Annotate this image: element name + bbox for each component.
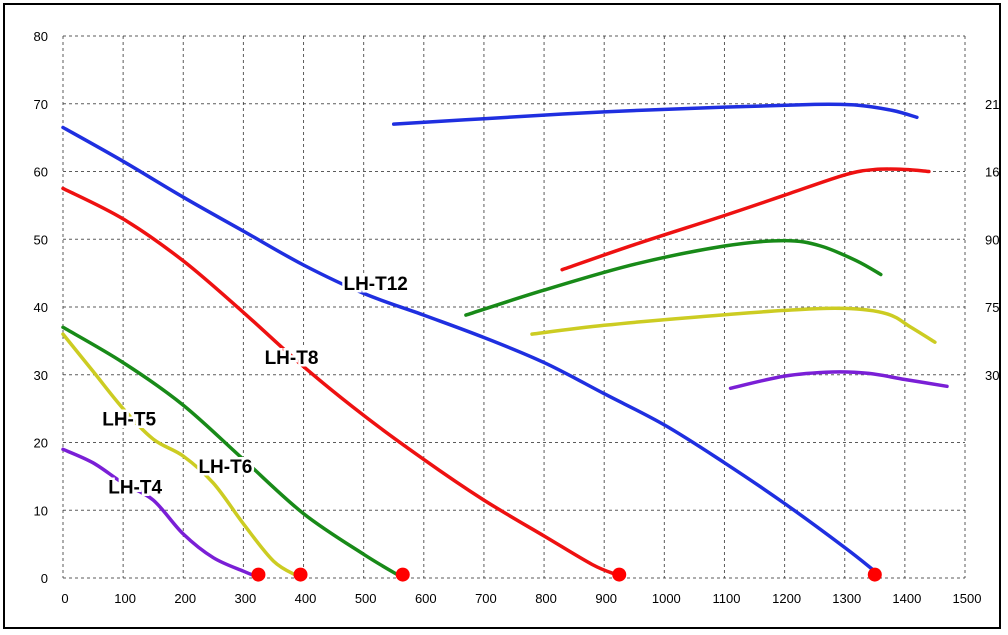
y-tick-label: 10 bbox=[34, 503, 48, 518]
y-tick-label: 50 bbox=[34, 232, 48, 247]
curve-label: LH-T4 bbox=[108, 477, 162, 498]
x-tick-label: 800 bbox=[535, 591, 557, 606]
end-point-marker bbox=[612, 567, 627, 582]
x-tick-label: 200 bbox=[174, 591, 196, 606]
series-line-t6 bbox=[61, 325, 402, 578]
series-line-c90 bbox=[464, 238, 883, 317]
curve-label: LH-T12 bbox=[343, 274, 407, 295]
right-axis-ticks: 215 160 90 75 30 bbox=[985, 97, 1007, 383]
series-line-t5 bbox=[61, 332, 300, 578]
x-tick-label: 300 bbox=[235, 591, 257, 606]
right-tick-label: 160 bbox=[985, 165, 999, 180]
series-line-c30 bbox=[728, 370, 949, 391]
right-tick-label: 215 bbox=[985, 97, 999, 112]
end-point-marker bbox=[251, 567, 266, 582]
series-line-t12 bbox=[61, 125, 877, 573]
y-tick-label: 60 bbox=[34, 165, 48, 180]
y-tick-label: 20 bbox=[34, 436, 48, 451]
curve-labels: LH-T12 LH-T8 LH-T5 LH-T6 LH-T4 bbox=[100, 272, 411, 501]
end-point-marker bbox=[395, 567, 410, 582]
end-point-marker bbox=[867, 567, 882, 582]
right-tick-label: 75 bbox=[985, 300, 999, 315]
y-tick-label: 70 bbox=[34, 97, 48, 112]
end-point-marker bbox=[293, 567, 308, 582]
right-tick-label: 30 bbox=[985, 368, 999, 383]
end-point-markers bbox=[251, 567, 882, 582]
series-line-c75 bbox=[530, 306, 937, 344]
x-tick-label: 1500 bbox=[953, 591, 982, 606]
x-tick-label: 1000 bbox=[652, 591, 681, 606]
y-tick-label: 40 bbox=[34, 300, 48, 315]
x-tick-label: 700 bbox=[475, 591, 497, 606]
series-line-c215 bbox=[391, 102, 919, 126]
y-tick-label: 30 bbox=[34, 368, 48, 383]
x-tick-label: 500 bbox=[355, 591, 377, 606]
series-line-t4 bbox=[61, 447, 258, 578]
curve-label: LH-T8 bbox=[265, 348, 319, 369]
chart-frame: 0 10 20 30 40 50 60 70 80 0 100 200 300 400 500 600 700… bbox=[3, 3, 1007, 629]
x-tick-label: 100 bbox=[114, 591, 136, 606]
curve-label: LH-T5 bbox=[102, 410, 156, 431]
x-tick-label: 1100 bbox=[712, 591, 740, 606]
y-axis-ticks: 0 10 20 30 40 50 60 70 80 bbox=[34, 29, 48, 586]
x-tick-label: 1200 bbox=[772, 591, 801, 606]
x-tick-label: 400 bbox=[295, 591, 317, 606]
x-axis-ticks: 0 100 200 300 400 500 600 700 800 900 1000 1100 1200… bbox=[61, 591, 981, 606]
curve-label: LH-T6 bbox=[198, 457, 252, 478]
series-line-t8 bbox=[61, 186, 618, 577]
series-lines bbox=[61, 102, 949, 578]
x-tick-label: 1400 bbox=[892, 591, 921, 606]
x-tick-label: 1300 bbox=[832, 591, 861, 606]
x-tick-label: 0 bbox=[61, 591, 68, 606]
series-line-c160 bbox=[560, 167, 931, 272]
x-tick-label: 900 bbox=[595, 591, 617, 606]
x-tick-label: 600 bbox=[415, 591, 437, 606]
y-tick-label: 80 bbox=[34, 29, 48, 44]
pump-performance-chart: 0 10 20 30 40 50 60 70 80 0 100 200 300 400 500 600 700… bbox=[34, 29, 1007, 606]
right-tick-label: 90 bbox=[985, 232, 999, 247]
y-tick-label: 0 bbox=[41, 571, 48, 586]
